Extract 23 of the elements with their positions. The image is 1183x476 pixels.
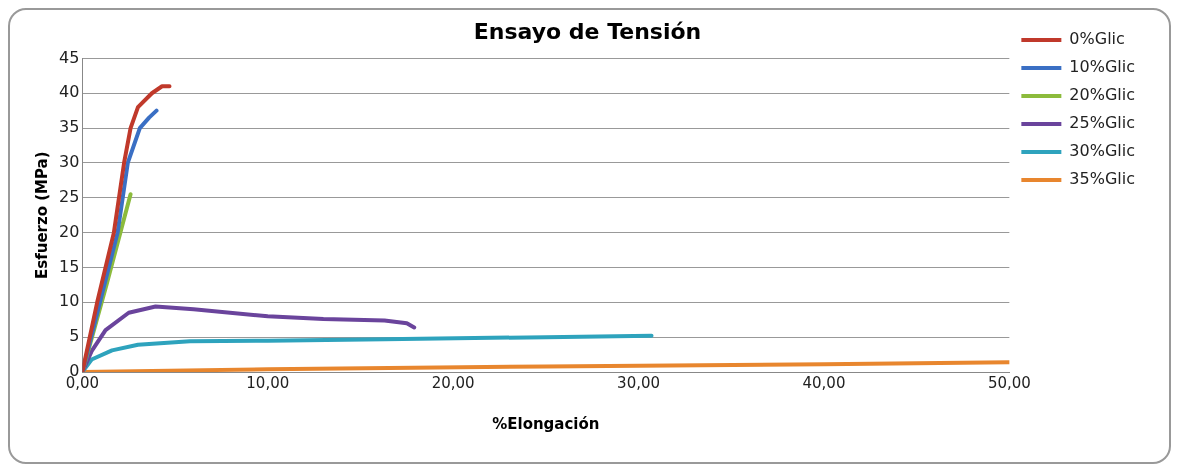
y-tick-label: 10 [59, 291, 80, 311]
legend-label: 10%Glic [1069, 57, 1136, 77]
y-tick-label: 40 [59, 82, 80, 102]
legend-label: 25%Glic [1069, 113, 1136, 133]
x-tick-label: 30,00 [617, 373, 661, 392]
x-tick-label: 40,00 [802, 373, 846, 392]
y-tick-label: 25 [59, 186, 80, 206]
x-axis-title: %Elongación [492, 414, 600, 433]
legend-label: 20%Glic [1069, 85, 1136, 105]
legend-label: 35%Glic [1069, 169, 1136, 189]
chart-title: Ensayo de Tensión [473, 18, 702, 44]
y-tick-label: 45 [59, 47, 80, 67]
y-tick-label: 35 [59, 117, 80, 137]
x-tick-label: 10,00 [246, 373, 290, 392]
y-tick-label: 15 [59, 256, 80, 276]
y-tick-label: 20 [59, 221, 80, 241]
y-tick-label: 5 [69, 326, 80, 346]
x-tick-label: 20,00 [431, 373, 475, 392]
legend-label: 0%Glic [1069, 29, 1125, 49]
y-axis-title: Esfuerzo (MPa) [32, 151, 51, 279]
legend-label: 30%Glic [1069, 141, 1136, 161]
x-tick-label: 50,00 [987, 373, 1031, 392]
y-tick-label: 30 [59, 152, 80, 172]
